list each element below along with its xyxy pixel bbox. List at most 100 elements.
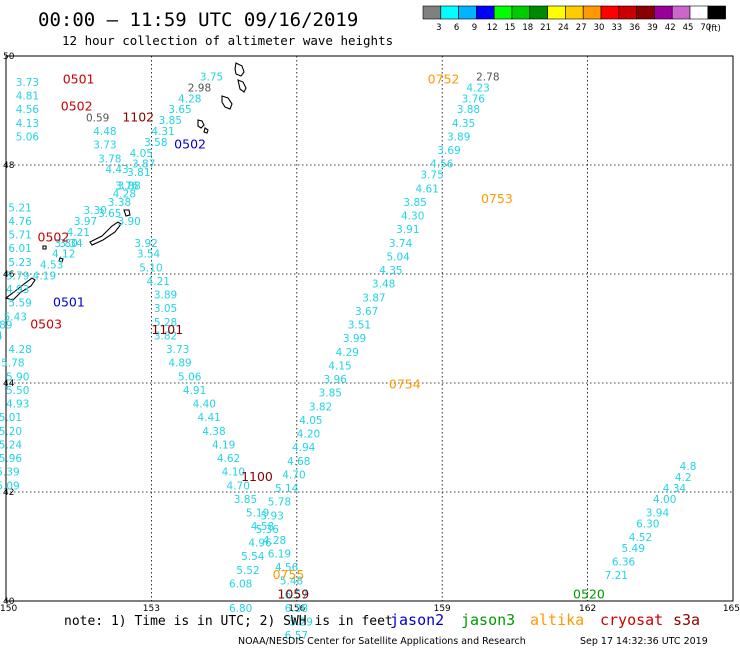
wave-height-value: 5.36 — [256, 524, 280, 536]
legend-swatch — [440, 5, 459, 20]
wave-height-value: 4.28 — [8, 344, 31, 356]
wave-height-value: 3.80 — [54, 238, 77, 250]
satellite-legend-s3a: s3a — [673, 611, 700, 629]
map-title: 00:00 – 11:59 UTC 09/16/2019 — [38, 9, 358, 31]
legend-label: 45 — [683, 23, 694, 33]
wave-height-value: 3.74 — [389, 238, 413, 250]
wave-height-value: 6.30 — [636, 518, 659, 530]
wave-height-value: 6.57 — [285, 630, 308, 642]
lat-tick-label: 50 — [3, 52, 15, 62]
wave-height-value: 5.39 — [0, 467, 20, 479]
wave-height-value: 3.89 — [447, 131, 470, 143]
wave-height-value: 3.75 — [200, 72, 223, 84]
kuril-island-south — [42, 245, 64, 263]
legend-unit: (ft) — [708, 24, 721, 34]
wave-height-value: 5.78 — [1, 358, 24, 370]
wave-height-value: 3.97 — [74, 216, 97, 228]
legend-swatch — [529, 5, 548, 20]
wave-height-value: 2.78 — [476, 72, 499, 84]
wave-height-value: 4.34 — [663, 483, 687, 495]
wave-height-value: 4.05 — [130, 148, 153, 160]
track-e: 3.05 5.283.82 3.73 4.895.06 4.91 4.404.41 4.38… — [154, 303, 313, 642]
pass-time-label: 0501 — [53, 295, 85, 310]
wave-height-value: 3.76 — [462, 93, 486, 105]
wave-height-value: 4.56 — [275, 562, 299, 574]
pass-time-label: 0755 — [273, 567, 305, 582]
wave-height-value: 5.29 — [290, 617, 313, 629]
wave-height-value: 5.43 — [4, 311, 27, 323]
satellite-legend-cryosat: cryosat — [600, 611, 663, 629]
kuril-island-mid — [221, 95, 233, 110]
wave-height-value: 3.51 — [348, 320, 371, 332]
wave-height-value: 5.78 — [268, 497, 291, 509]
pass-time-label: 0754 — [389, 376, 421, 391]
wave-height-value: 3.34 — [59, 238, 83, 250]
wave-height-value: 6.38 — [285, 603, 308, 615]
wave-height-value: 4.10 — [222, 467, 245, 479]
wave-height-value: 3.73 — [16, 77, 39, 89]
wave-height-value: 3.85 — [159, 115, 182, 127]
lon-tick-label: 150 — [0, 604, 17, 614]
wave-height-value: 3.85 — [234, 494, 257, 506]
wave-height-value: 4.38 — [202, 426, 225, 438]
legend-swatch — [547, 5, 566, 20]
legend-swatch — [600, 5, 620, 20]
lon-tick-label: 165 — [723, 604, 740, 614]
wave-height-value: 3.89 — [154, 290, 177, 302]
lon-tick-label: 159 — [434, 604, 451, 614]
wave-height-value: 3.38 — [108, 197, 131, 209]
wave-height-value: 3.65 — [98, 208, 121, 220]
wave-height-value: 6.19 — [268, 548, 291, 560]
coastline — [4, 62, 247, 301]
wave-height-value: 4.70 — [227, 480, 250, 492]
wave-height-value: 5.23 — [8, 257, 31, 269]
wave-height-value: 5.28 — [154, 317, 177, 329]
wave-height-value: 4.28 — [263, 535, 286, 547]
wave-height-value: 5.24 — [0, 439, 22, 451]
legend-label: 15 — [505, 23, 516, 33]
wave-height-value: 3.92 — [134, 238, 157, 250]
wave-height-value: 5.06 — [16, 131, 40, 143]
pass-time-label: 1100 — [241, 469, 273, 484]
lon-tick-label: 162 — [579, 604, 596, 614]
legend-label: 33 — [611, 23, 622, 33]
wave-height-value: 5.54 — [241, 551, 265, 563]
wave-height-value: 5.90 — [6, 371, 29, 383]
legend-label: 6 — [454, 23, 459, 33]
wave-height-value: 3.76 — [115, 181, 139, 193]
legend-label: 30 — [594, 23, 605, 33]
wave-height-value: 3.48 — [372, 279, 395, 291]
wave-height-value: 5.93 — [260, 510, 283, 522]
wave-height-value: 4.68 — [287, 456, 310, 468]
wave-height-value: 4.29 — [336, 347, 359, 359]
wave-height-value: 3.73 — [166, 344, 189, 356]
wave-height-value: 4.15 — [328, 360, 351, 372]
wave-height-value: 5.79 — [6, 270, 29, 282]
wave-height-value: 2.98 — [188, 82, 211, 94]
track-g: 4.84.24.344.00 3.946.30 4.525.49 6.367.21 — [605, 461, 697, 582]
pass-time-label: 0520 — [573, 586, 605, 601]
wave-height-value: 3.87 — [362, 292, 385, 304]
satellite-legend-jason2: jason2 — [390, 611, 444, 629]
wave-height-value: 4.52 — [629, 532, 652, 544]
wave-height-value: 3.82 — [154, 330, 177, 342]
wave-height-value: 4.40 — [193, 399, 216, 411]
lon-tick-label: 153 — [143, 604, 160, 614]
wave-height-value: 4.43 — [105, 164, 128, 176]
legend-label: 39 — [647, 23, 658, 33]
legend-swatch — [618, 5, 637, 20]
wave-height-value: 3.94 — [646, 508, 670, 520]
wave-height-value: 4.58 — [251, 521, 274, 533]
wave-height-value: 5.20 — [0, 426, 22, 438]
wave-height-value: 4.8 — [680, 461, 697, 473]
wave-height-value: 4.31 — [151, 126, 174, 138]
wave-height-value: 5.06 — [178, 371, 202, 383]
wave-height-value: 4.76 — [8, 216, 32, 228]
wave-height-value: 4.93 — [6, 399, 29, 411]
wave-height-value: 3.87 — [132, 159, 155, 171]
track-d: 4.28 5.785.90 5.50 4.935.01 5.205.24 5.96 5.39… — [0, 344, 32, 541]
wave-height-value: 4.62 — [217, 453, 240, 465]
wave-height-value: 4.19 — [33, 270, 56, 282]
